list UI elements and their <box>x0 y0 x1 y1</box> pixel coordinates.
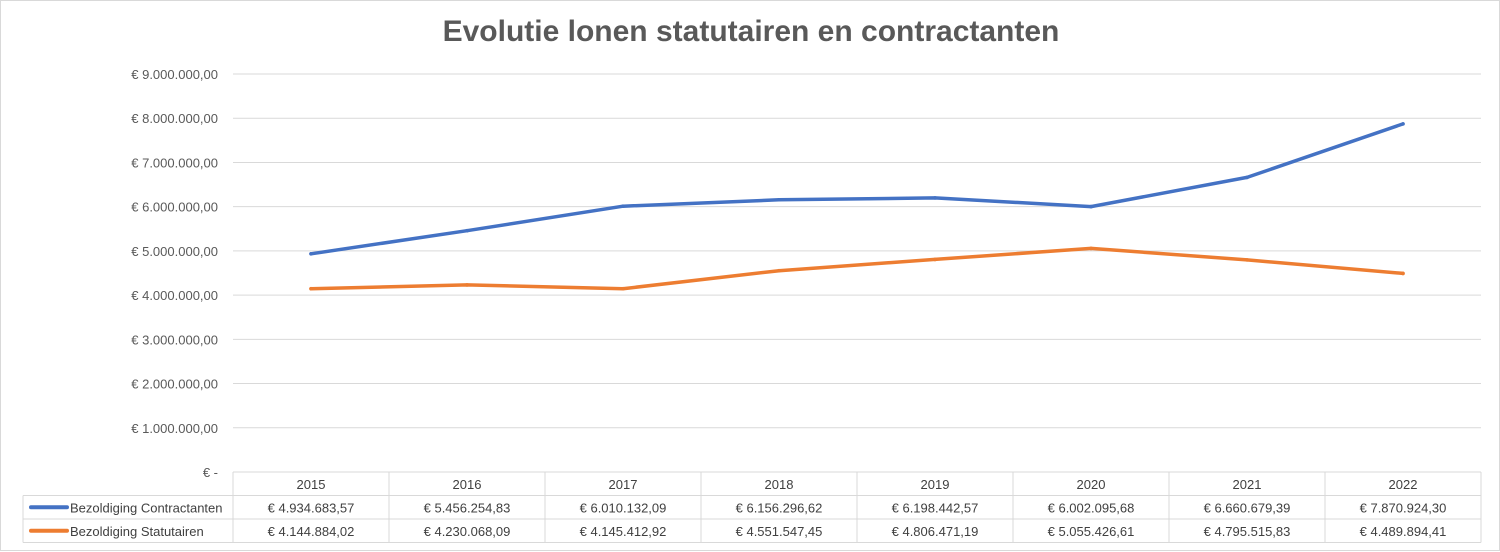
x-tick-label: 2020 <box>1077 477 1106 492</box>
y-tick-label: € 5.000.000,00 <box>131 244 218 259</box>
y-tick-label: € 4.000.000,00 <box>131 288 218 303</box>
data-label: € 4.795.515,83 <box>1204 524 1291 539</box>
x-tick-label: 2022 <box>1389 477 1418 492</box>
series-name: Bezoldiging Contractanten <box>70 500 223 515</box>
data-point <box>309 251 313 256</box>
data-label: € 5.055.426,61 <box>1048 524 1135 539</box>
data-point <box>309 286 313 291</box>
y-tick-label: € - <box>203 465 218 480</box>
data-point <box>1401 122 1405 126</box>
y-tick-label: € 9.000.000,00 <box>131 67 218 82</box>
data-label: € 4.551.547,45 <box>736 524 823 539</box>
y-tick-label: € 8.000.000,00 <box>131 111 218 126</box>
data-label: € 4.145.412,92 <box>580 524 667 539</box>
x-tick-label: 2019 <box>921 477 950 492</box>
series-name: Bezoldiging Statutairen <box>70 524 204 539</box>
data-label: € 4.806.471,19 <box>892 524 979 539</box>
data-label: € 4.934.683,57 <box>268 500 355 515</box>
data-label: € 6.660.679,39 <box>1204 500 1291 515</box>
x-tick-label: 2017 <box>609 477 638 492</box>
data-label: € 4.489.894,41 <box>1360 524 1447 539</box>
data-point <box>1245 175 1249 180</box>
x-tick-label: 2016 <box>453 477 482 492</box>
data-point <box>621 286 625 291</box>
data-label: € 4.230.068,09 <box>424 524 511 539</box>
y-tick-label: € 2.000.000,00 <box>131 377 218 392</box>
series-line <box>309 246 1405 291</box>
data-label: € 4.144.884,02 <box>268 524 355 539</box>
data-point <box>933 257 937 262</box>
data-point <box>933 196 937 200</box>
x-tick-label: 2015 <box>297 477 326 492</box>
data-point <box>465 283 469 287</box>
data-label: € 6.010.132,09 <box>580 500 667 515</box>
data-point <box>621 204 625 209</box>
y-tick-label: € 7.000.000,00 <box>131 155 218 170</box>
series-line <box>309 122 1405 256</box>
data-label: € 5.456.254,83 <box>424 500 511 515</box>
y-tick-label: € 1.000.000,00 <box>131 421 218 436</box>
data-point <box>1089 204 1093 209</box>
data-label: € 6.156.296,62 <box>736 500 823 515</box>
data-point <box>1245 258 1249 262</box>
y-tick-label: € 6.000.000,00 <box>131 200 218 215</box>
data-point <box>1401 271 1405 276</box>
data-label: € 6.002.095,68 <box>1048 500 1135 515</box>
chart-title: Evolutie lonen statutairen en contractan… <box>442 15 1060 48</box>
data-point <box>465 228 469 233</box>
y-tick-label: € 3.000.000,00 <box>131 332 218 347</box>
data-point <box>1089 246 1093 251</box>
data-point <box>777 268 781 273</box>
x-tick-label: 2018 <box>765 477 794 492</box>
data-label: € 6.198.442,57 <box>892 500 979 515</box>
x-tick-label: 2021 <box>1233 477 1262 492</box>
data-point <box>777 197 781 202</box>
data-label: € 7.870.924,30 <box>1360 500 1447 515</box>
